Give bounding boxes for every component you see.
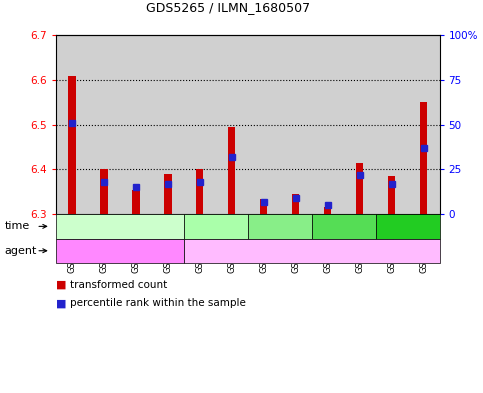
Text: hour 24: hour 24 xyxy=(261,221,298,231)
Bar xyxy=(164,174,171,214)
Bar xyxy=(420,103,427,214)
Bar xyxy=(355,163,364,214)
Text: hour 72: hour 72 xyxy=(388,221,426,231)
Bar xyxy=(68,75,75,214)
Text: hour 0: hour 0 xyxy=(104,221,135,231)
Text: untreated control: untreated control xyxy=(77,246,162,256)
Text: ■: ■ xyxy=(56,298,66,309)
Text: time: time xyxy=(5,221,30,231)
Bar xyxy=(387,176,396,214)
Bar xyxy=(99,169,108,214)
Bar xyxy=(196,169,203,214)
Text: transformed count: transformed count xyxy=(70,279,167,290)
Bar xyxy=(227,127,236,214)
Bar xyxy=(324,208,331,214)
Text: percentile rank within the sample: percentile rank within the sample xyxy=(70,298,246,309)
Text: hour 48: hour 48 xyxy=(325,221,362,231)
Text: ■: ■ xyxy=(56,279,66,290)
Bar xyxy=(259,198,268,214)
Text: mycophenolic acid: mycophenolic acid xyxy=(266,246,357,256)
Text: GDS5265 / ILMN_1680507: GDS5265 / ILMN_1680507 xyxy=(146,1,311,14)
Text: agent: agent xyxy=(5,246,37,256)
Text: hour 12: hour 12 xyxy=(197,221,234,231)
Bar xyxy=(131,189,140,214)
Bar xyxy=(292,194,299,214)
